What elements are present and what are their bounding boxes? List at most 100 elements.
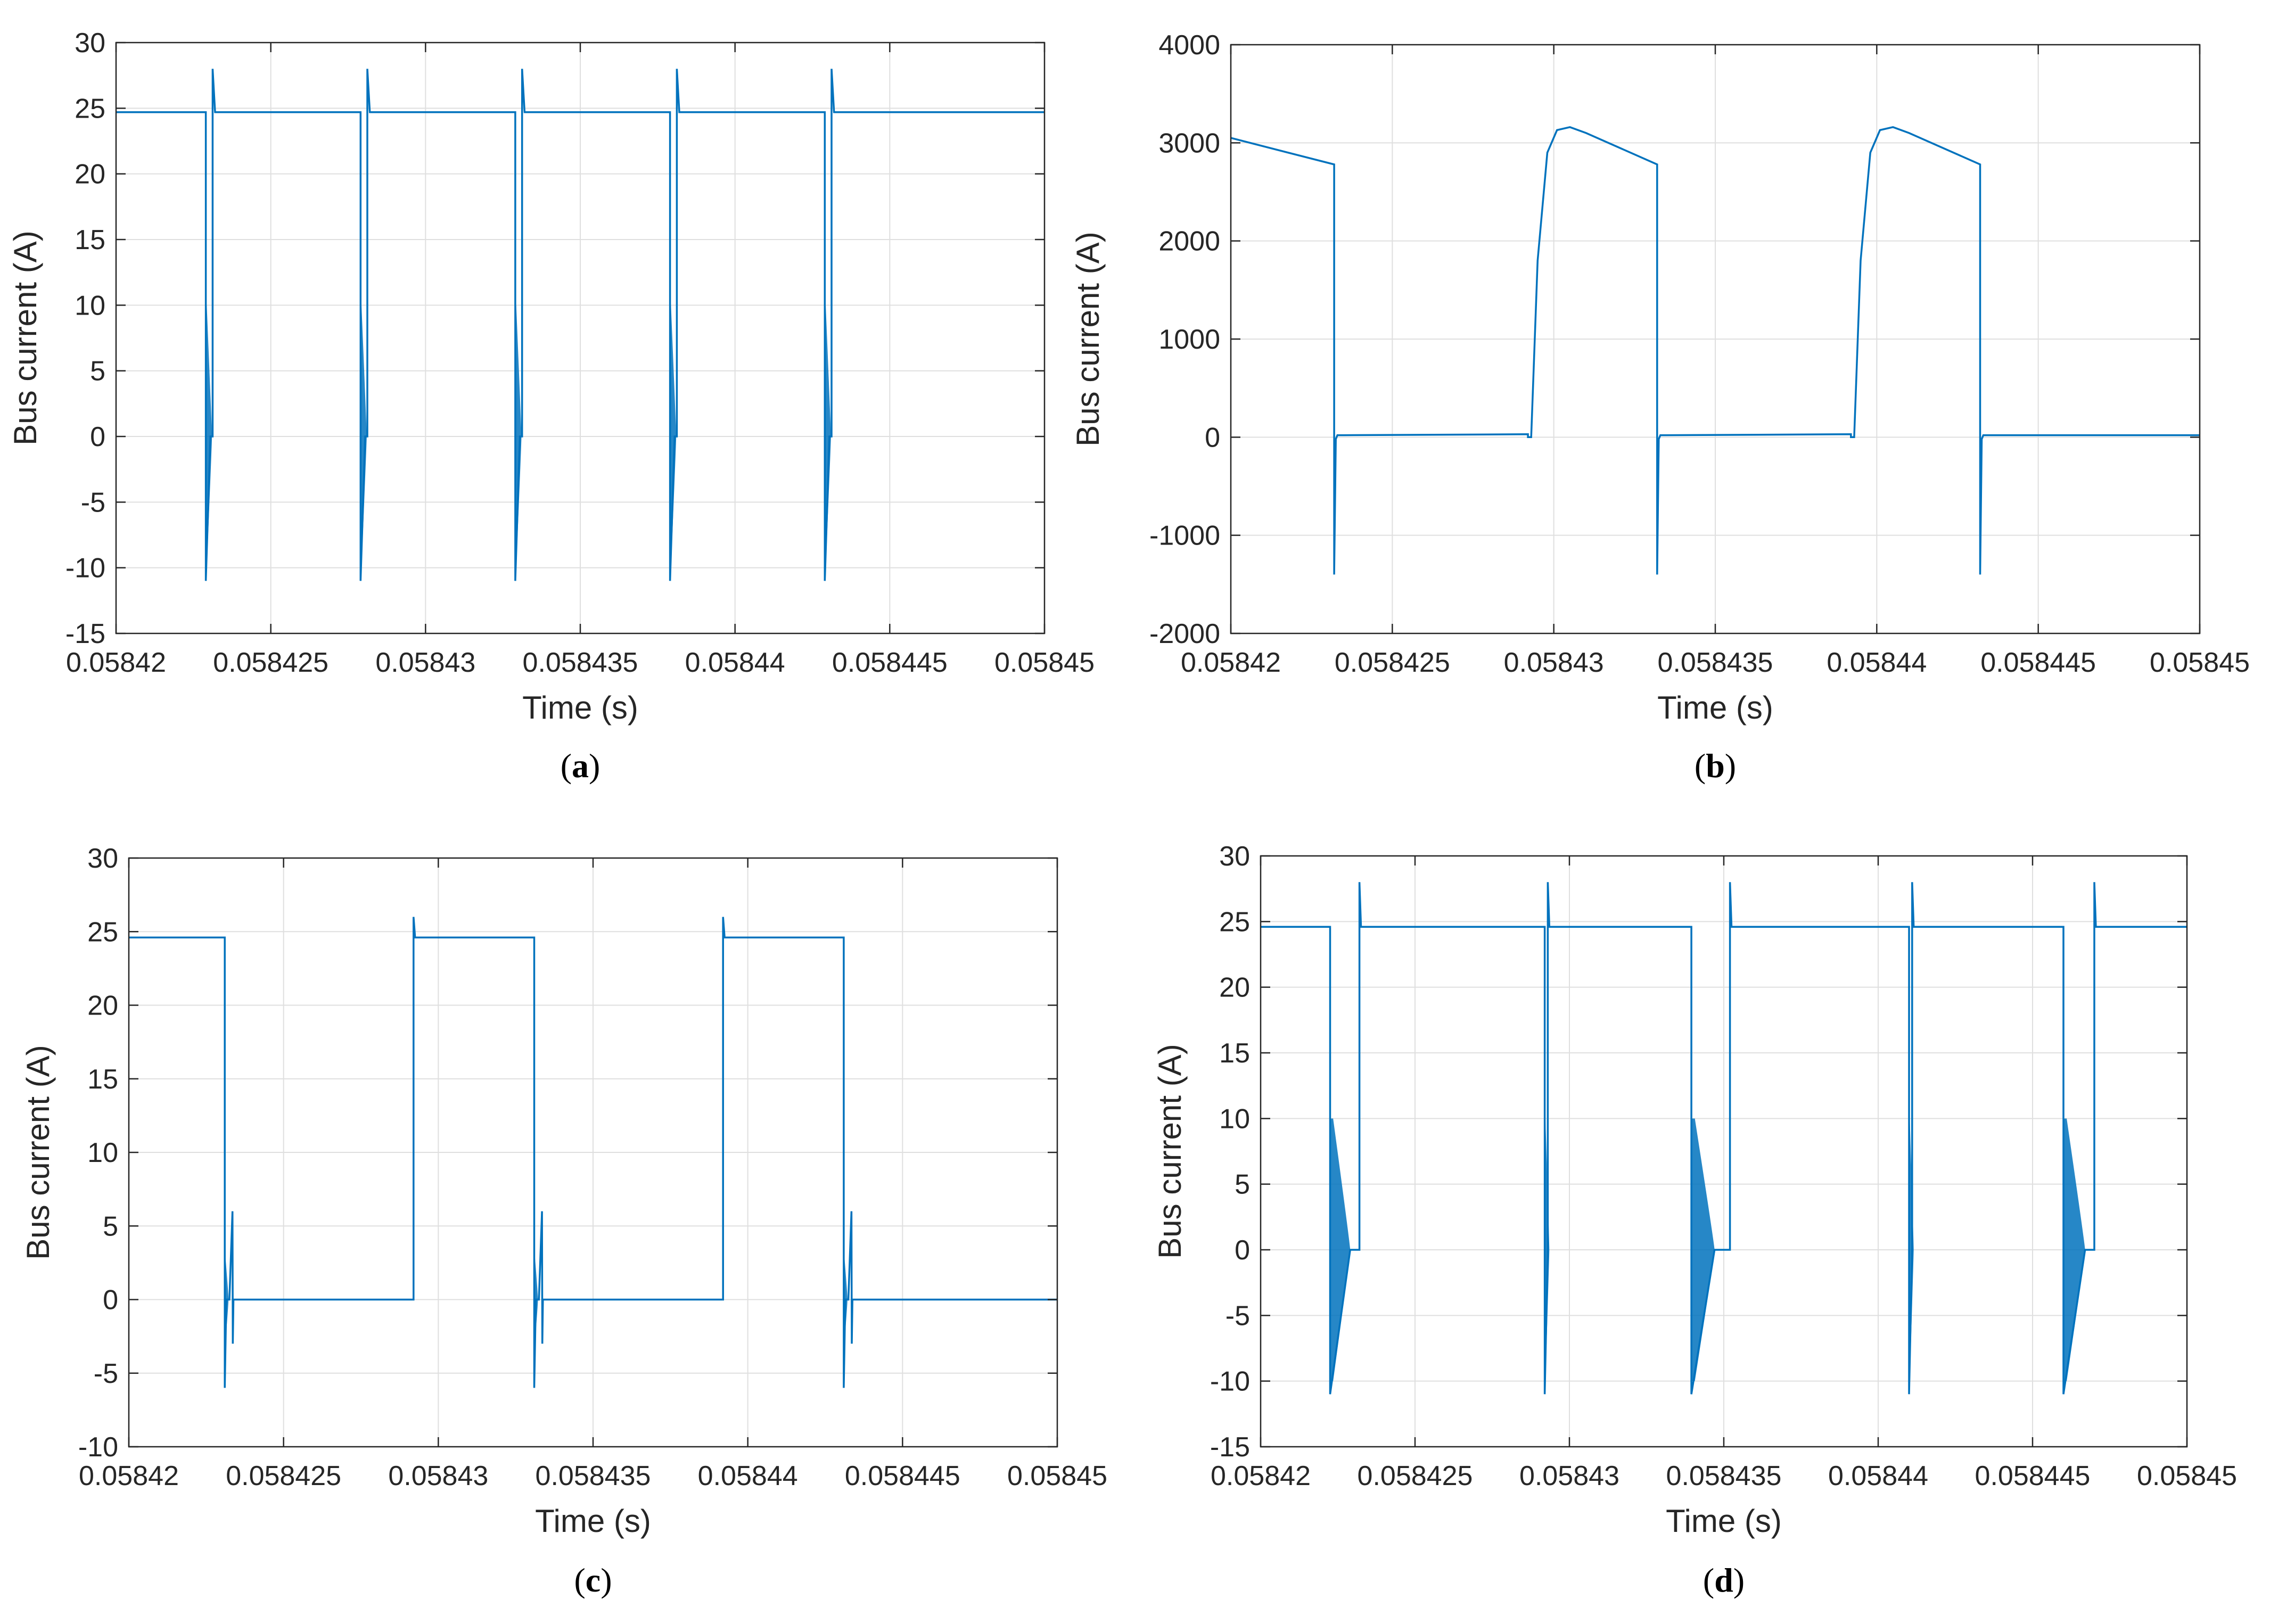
y-tick-label: 20: [87, 991, 118, 1021]
series-line-bus-current: [1231, 126, 2200, 575]
y-axis-label: Bus current (A): [1152, 1044, 1188, 1258]
grid-lines: [116, 43, 1044, 633]
ringing-band: [515, 305, 522, 568]
tick-marks: [115, 42, 1046, 634]
panel-caption: (a): [561, 747, 601, 785]
caption-close-paren: ): [1733, 1561, 1745, 1599]
caption-open-paren: (: [1695, 747, 1706, 785]
y-tick-label: 15: [1219, 1038, 1250, 1069]
y-tick-label: -5: [1226, 1300, 1250, 1331]
x-tick-label: 0.05842: [1181, 647, 1281, 678]
y-tick-label: 5: [1235, 1169, 1250, 1200]
caption-letter: d: [1714, 1561, 1733, 1599]
series-line-bus-current: [1261, 882, 2187, 1395]
x-tick-label: 0.05844: [1828, 1461, 1928, 1491]
x-tick-label: 0.05844: [685, 647, 785, 678]
x-tick-label: 0.058425: [213, 647, 328, 678]
tick-marks: [128, 857, 1058, 1448]
panel-b: 0.05842 0.058425 0.05843 0.058435 0.05844 0.0…: [1070, 30, 2250, 785]
caption-open-paren: (: [574, 1561, 585, 1599]
y-tick-label: 5: [103, 1211, 118, 1242]
tick-marks: [1230, 44, 2201, 634]
caption-open-paren: (: [561, 747, 572, 785]
y-tick-label: 2000: [1158, 226, 1220, 257]
x-tick-label: 0.058435: [1666, 1461, 1782, 1491]
ringing-band: [360, 305, 367, 568]
x-tick-label: 0.05845: [994, 647, 1095, 678]
panel-caption: (b): [1695, 747, 1736, 785]
caption-letter: c: [586, 1561, 601, 1599]
y-tick-label: -10: [65, 553, 105, 584]
panel-c: 0.05842 0.058425 0.05843 0.058435 0.05844 0.0…: [20, 843, 1107, 1599]
caption-letter: a: [572, 747, 589, 785]
y-tick-label: 25: [1219, 906, 1250, 937]
ringing-band: [1330, 1118, 1351, 1381]
y-tick-label: 15: [87, 1064, 118, 1095]
y-tick-label: -10: [1210, 1366, 1250, 1397]
y-tick-label: -5: [81, 487, 105, 518]
series-line-bus-current: [116, 69, 1044, 581]
x-tick-label: 0.058445: [832, 647, 948, 678]
y-tick-label: -15: [1210, 1432, 1250, 1463]
x-tick-label: 0.05843: [1504, 647, 1604, 678]
y-tick-label: 10: [1219, 1103, 1250, 1134]
x-tick-label: 0.058435: [523, 647, 638, 678]
y-tick-label: -2000: [1149, 619, 1220, 649]
ringing-bands: [205, 305, 831, 568]
x-tick-label: 0.058445: [845, 1461, 960, 1491]
y-tick-label: 3000: [1158, 128, 1220, 159]
x-tick-label: 0.058425: [1335, 647, 1450, 678]
x-tick-label: 0.05845: [2137, 1461, 2237, 1491]
y-tick-label: -10: [78, 1432, 118, 1463]
caption-close-paren: ): [589, 747, 600, 785]
x-tick-label: 0.058445: [1980, 647, 2096, 678]
x-axis-label: Time (s): [1666, 1503, 1782, 1539]
y-tick-label: 25: [75, 93, 105, 124]
x-tick-label: 0.05845: [1007, 1461, 1107, 1491]
x-axis-label: Time (s): [535, 1503, 651, 1539]
x-tick-label: 0.058445: [1975, 1461, 2091, 1491]
x-tick-label: 0.058435: [1658, 647, 1773, 678]
y-tick-label: 15: [75, 225, 105, 255]
y-tick-label: -5: [94, 1358, 118, 1389]
y-tick-label: 25: [87, 917, 118, 947]
y-tick-label: 0: [1235, 1235, 1250, 1266]
x-tick-label: 0.05844: [698, 1461, 798, 1491]
x-tick-label: 0.05842: [66, 647, 166, 678]
series-line-bus-current: [129, 917, 1057, 1388]
caption-letter: b: [1706, 747, 1725, 785]
y-tick-label: 0: [103, 1285, 118, 1316]
x-tick-label: 0.05843: [1519, 1461, 1619, 1491]
x-tick-label: 0.05842: [79, 1461, 179, 1491]
caption-close-paren: ): [601, 1561, 612, 1599]
ringing-band: [825, 305, 831, 568]
y-axis-label: Bus current (A): [7, 230, 43, 445]
y-tick-label: 10: [75, 290, 105, 321]
x-axis-label: Time (s): [1657, 690, 1773, 726]
panel-d: 0.05842 0.058425 0.05843 0.058435 0.05844 0.0…: [1152, 841, 2237, 1599]
x-tick-label: 0.05844: [1827, 647, 1927, 678]
panel-a: 0.05842 0.058425 0.05843 0.058435 0.05844 0.0…: [7, 28, 1095, 785]
y-tick-label: 20: [1219, 972, 1250, 1003]
y-tick-label: 0: [90, 422, 105, 452]
grid-lines: [1261, 856, 2187, 1447]
y-tick-label: 30: [87, 843, 118, 874]
panel-caption: (c): [574, 1561, 612, 1599]
y-axis-label: Bus current (A): [1070, 232, 1106, 446]
grid-lines: [129, 858, 1057, 1447]
x-tick-label: 0.05843: [375, 647, 475, 678]
x-tick-label: 0.058435: [536, 1461, 651, 1491]
x-tick-label: 0.058425: [1358, 1461, 1473, 1491]
x-tick-label: 0.05842: [1211, 1461, 1311, 1491]
y-tick-label: 4000: [1158, 30, 1220, 61]
y-tick-label: 10: [87, 1137, 118, 1168]
grid-lines: [1231, 45, 2200, 633]
y-axis-label: Bus current (A): [20, 1045, 56, 1259]
y-tick-label: 30: [75, 28, 105, 59]
panel-caption: (d): [1703, 1561, 1745, 1599]
y-tick-label: 1000: [1158, 324, 1220, 355]
ringing-band: [205, 305, 212, 568]
y-tick-label: 0: [1205, 422, 1220, 453]
